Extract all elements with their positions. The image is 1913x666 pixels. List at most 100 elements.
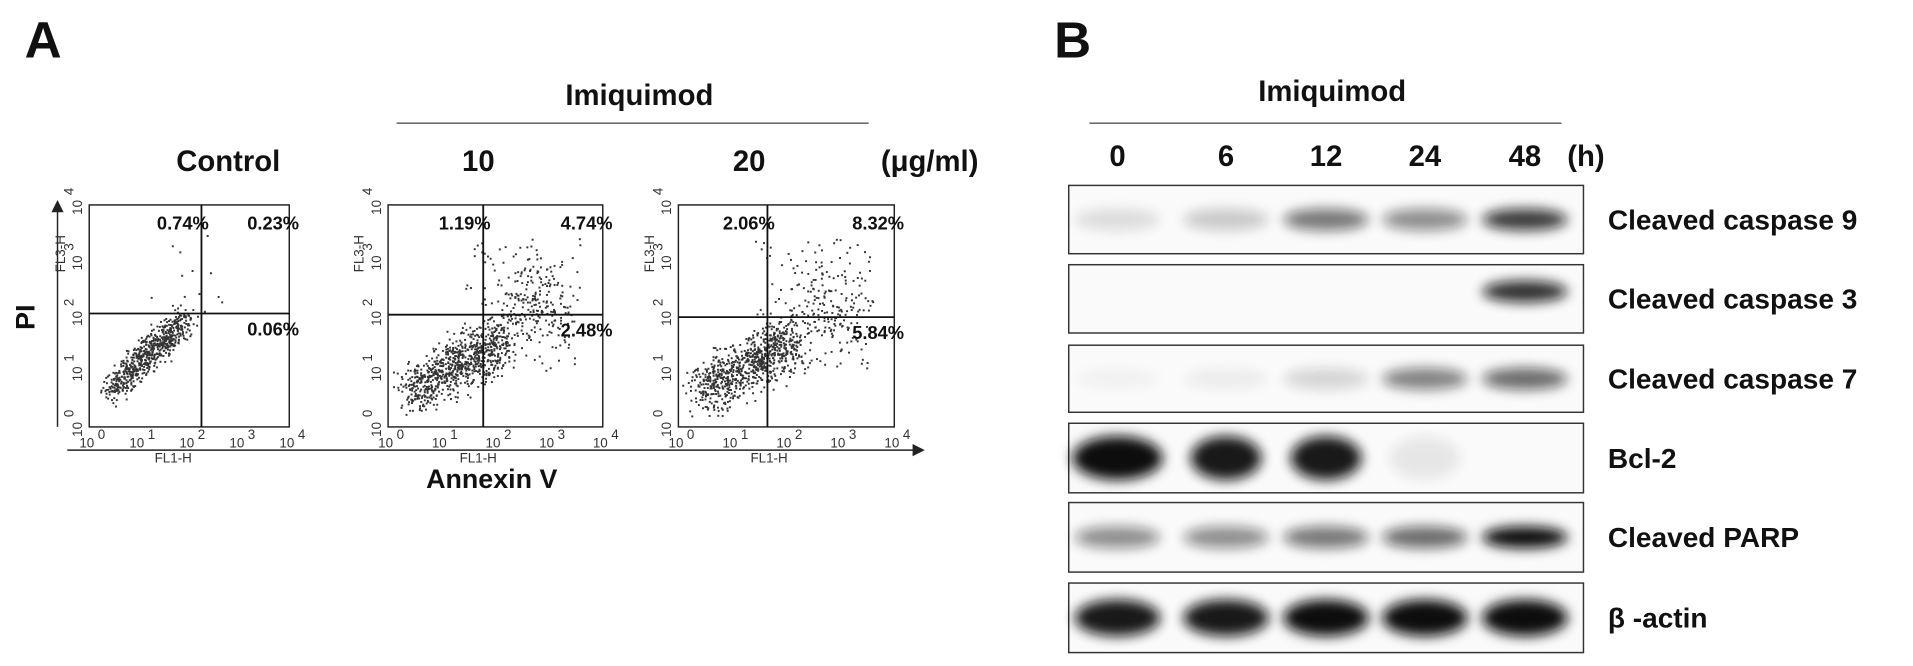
quadrant-percent: 4.74% bbox=[561, 212, 613, 233]
event-dot bbox=[731, 360, 734, 363]
event-dot bbox=[163, 349, 166, 352]
event-dot bbox=[702, 383, 705, 386]
event-dot bbox=[151, 351, 154, 354]
event-dot bbox=[137, 339, 140, 342]
event-dot bbox=[469, 335, 472, 338]
event-dot bbox=[477, 370, 480, 373]
event-dot bbox=[122, 359, 125, 362]
event-dot bbox=[478, 372, 481, 375]
event-dot bbox=[168, 328, 171, 331]
event-dot bbox=[446, 330, 449, 333]
event-dot bbox=[771, 325, 774, 328]
event-dot bbox=[505, 341, 508, 344]
event-dot bbox=[165, 317, 168, 320]
event-dot bbox=[126, 386, 129, 389]
event-dot bbox=[117, 384, 120, 387]
event-dot bbox=[506, 349, 509, 352]
event-dot bbox=[493, 376, 496, 379]
event-dot bbox=[148, 353, 151, 356]
event-dot bbox=[535, 322, 538, 325]
event-dot bbox=[479, 342, 482, 345]
event-dot bbox=[134, 368, 137, 371]
event-dot bbox=[774, 340, 777, 343]
event-dot bbox=[138, 350, 141, 353]
event-dot bbox=[177, 320, 180, 323]
event-dot bbox=[526, 296, 529, 299]
event-dot bbox=[769, 364, 772, 367]
event-dot bbox=[553, 319, 556, 322]
event-dot bbox=[156, 340, 159, 343]
event-dot bbox=[167, 332, 170, 334]
event-dot bbox=[706, 380, 709, 383]
event-dot bbox=[466, 284, 469, 287]
event-dot bbox=[752, 361, 755, 364]
event-dot bbox=[118, 371, 121, 374]
event-dot bbox=[707, 383, 710, 386]
event-dot bbox=[221, 301, 224, 304]
event-dot bbox=[546, 305, 548, 308]
event-dot bbox=[538, 293, 541, 296]
event-dot bbox=[397, 389, 400, 392]
event-dot bbox=[810, 281, 813, 284]
event-dot bbox=[831, 334, 834, 337]
event-dot bbox=[709, 376, 711, 379]
event-dot bbox=[716, 383, 719, 386]
event-dot bbox=[785, 324, 788, 327]
event-dot bbox=[743, 349, 746, 352]
event-dot bbox=[760, 350, 763, 353]
event-dot bbox=[160, 342, 163, 345]
event-dot bbox=[523, 294, 526, 297]
event-dot bbox=[724, 347, 726, 350]
event-dot bbox=[177, 332, 180, 335]
event-dot bbox=[737, 356, 740, 359]
event-dot bbox=[705, 370, 708, 373]
event-dot bbox=[504, 354, 507, 357]
event-dot bbox=[426, 400, 429, 403]
event-dot bbox=[728, 371, 731, 374]
event-dot bbox=[497, 324, 500, 327]
plot-frame bbox=[88, 204, 291, 428]
event-dot bbox=[572, 294, 575, 297]
event-dot bbox=[476, 341, 479, 344]
event-dot bbox=[745, 360, 748, 363]
event-dot bbox=[712, 368, 715, 371]
event-dot bbox=[547, 290, 550, 293]
event-dot bbox=[858, 308, 861, 311]
event-dot bbox=[154, 339, 157, 342]
event-dot bbox=[428, 388, 431, 390]
event-dot bbox=[490, 361, 493, 364]
event-dot bbox=[416, 372, 419, 374]
event-dot bbox=[764, 362, 767, 365]
event-dot bbox=[449, 349, 452, 352]
event-dot bbox=[792, 336, 795, 339]
event-dot bbox=[823, 317, 826, 320]
event-dot bbox=[758, 360, 761, 363]
event-dot bbox=[780, 332, 783, 335]
event-dot bbox=[428, 359, 431, 362]
event-dot bbox=[513, 342, 516, 345]
event-dot bbox=[839, 314, 842, 317]
event-dot bbox=[185, 322, 188, 325]
event-dot bbox=[504, 347, 507, 350]
event-dot bbox=[725, 372, 728, 375]
event-dot bbox=[514, 296, 517, 299]
event-dot bbox=[426, 389, 429, 392]
event-dot bbox=[473, 356, 476, 359]
y-plot-label: FL3-H bbox=[352, 235, 367, 272]
event-dot bbox=[396, 372, 399, 375]
event-dot bbox=[727, 360, 730, 363]
event-dot bbox=[464, 350, 467, 353]
event-dot bbox=[848, 351, 851, 354]
event-dot bbox=[414, 376, 417, 379]
event-dot bbox=[552, 277, 555, 280]
event-dot bbox=[430, 389, 433, 392]
event-dot bbox=[759, 363, 762, 365]
event-dot bbox=[516, 320, 519, 323]
event-dot bbox=[470, 336, 473, 339]
event-dot bbox=[432, 403, 435, 406]
event-dot bbox=[832, 277, 835, 280]
event-dot bbox=[460, 364, 463, 367]
event-dot bbox=[800, 355, 803, 358]
event-dot bbox=[154, 344, 157, 347]
event-dot bbox=[462, 375, 465, 378]
